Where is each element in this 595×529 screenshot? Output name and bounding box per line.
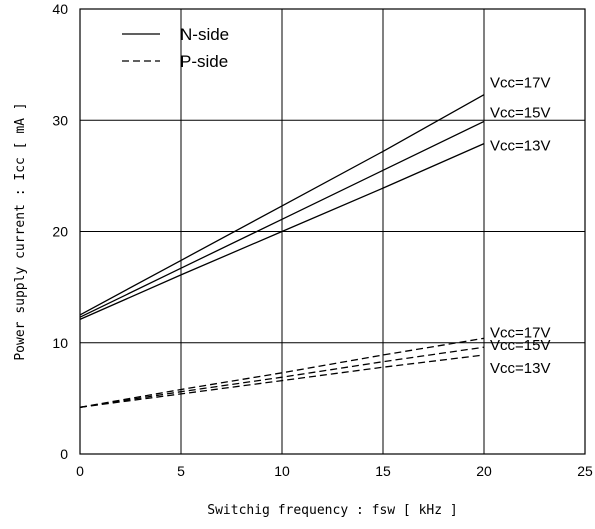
y-tick-label: 40 [52,1,68,17]
series-label: Vcc=13V [490,360,550,377]
y-tick-label: 10 [52,335,68,351]
y-tick-label: 0 [60,446,68,462]
series-label: Vcc=13V [490,138,550,155]
series-lines [79,94,485,408]
plot-frame [79,8,586,455]
tick-labels: 0 5 10 15 20 25 0 10 20 30 40 [52,1,593,479]
series-line-n-side-1 [79,120,485,318]
series-label: Vcc=15V [490,337,550,354]
y-axis-label: Power supply current : Icc [ mA ] [13,102,28,360]
series-line-p-side-3 [79,337,485,408]
series-label: Vcc=17V [490,325,550,342]
series-line-p-side-4 [79,346,485,408]
y-tick-label: 30 [52,112,68,128]
legend-label: N-side [180,25,229,44]
x-tick-label: 10 [274,463,290,479]
grid [80,9,585,454]
x-tick-label: 0 [76,463,84,479]
x-tick-label: 15 [375,463,391,479]
series-line-p-side-5 [79,354,485,408]
x-tick-label: 25 [577,463,593,479]
legend: N-side P-side [122,25,229,71]
series-label: Vcc=17V [490,74,550,91]
x-tick-label: 5 [177,463,185,479]
series-line-n-side-2 [79,143,485,320]
series-line-n-side-0 [79,94,485,316]
x-axis-label: Switchig frequency : fsw [ kHz ] [207,503,457,518]
series-label: Vcc=15V [490,104,550,121]
x-tick-label: 20 [476,463,492,479]
series-labels: Vcc=17VVcc=15VVcc=13VVcc=17VVcc=15VVcc=1… [490,74,550,377]
legend-label: P-side [180,52,228,71]
y-tick-label: 20 [52,224,68,240]
